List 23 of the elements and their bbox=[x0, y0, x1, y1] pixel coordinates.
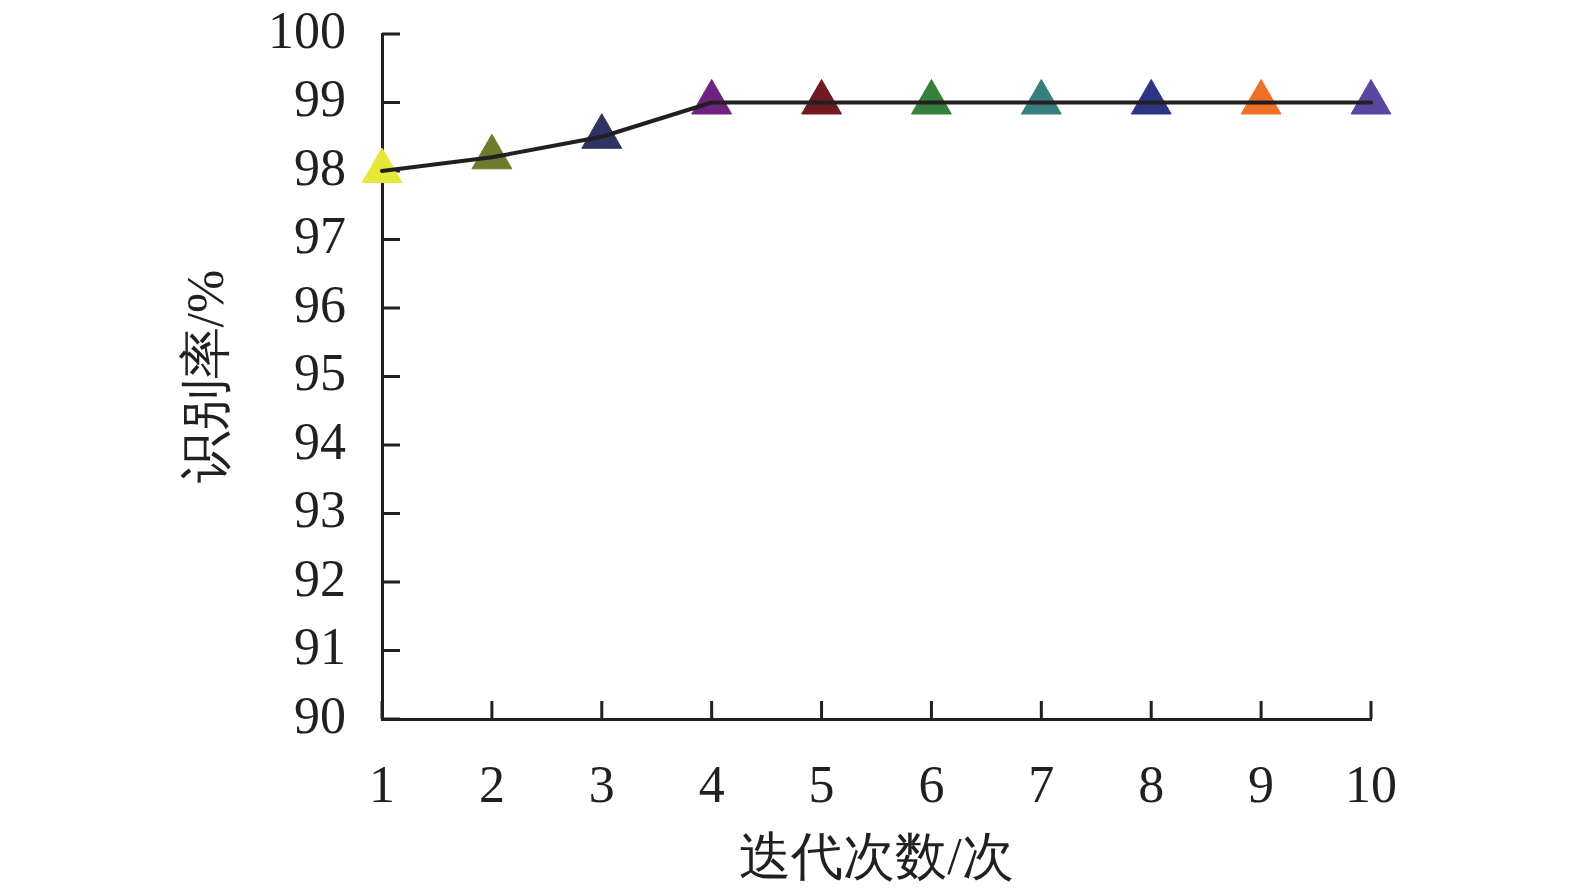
y-tick-label: 94 bbox=[294, 412, 346, 470]
x-tick-label: 8 bbox=[1138, 755, 1165, 813]
x-tick-label: 2 bbox=[478, 755, 505, 813]
y-tick-label: 90 bbox=[294, 686, 346, 744]
y-tick-label: 93 bbox=[294, 481, 346, 539]
y-tick-label: 99 bbox=[294, 70, 346, 128]
x-tick-label: 1 bbox=[369, 755, 395, 813]
x-tick-label: 7 bbox=[1028, 755, 1055, 813]
y-tick-label: 92 bbox=[294, 549, 346, 607]
y-axis-title: 识别率/% bbox=[176, 269, 234, 484]
y-tick-label: 91 bbox=[294, 618, 346, 676]
x-tick-label: 4 bbox=[698, 755, 725, 813]
x-tick-label: 3 bbox=[588, 755, 615, 813]
y-tick-label: 95 bbox=[294, 344, 346, 402]
y-tick-label: 96 bbox=[294, 275, 346, 333]
y-tick-label: 98 bbox=[294, 138, 346, 196]
x-axis-title: 迭代次数/次 bbox=[739, 827, 1014, 885]
y-tick-label: 100 bbox=[268, 1, 346, 59]
x-tick-label: 5 bbox=[808, 755, 835, 813]
x-tick-label: 9 bbox=[1248, 755, 1275, 813]
x-tick-label: 10 bbox=[1345, 755, 1397, 813]
y-tick-label: 97 bbox=[294, 207, 346, 265]
x-tick-label: 6 bbox=[918, 755, 945, 813]
